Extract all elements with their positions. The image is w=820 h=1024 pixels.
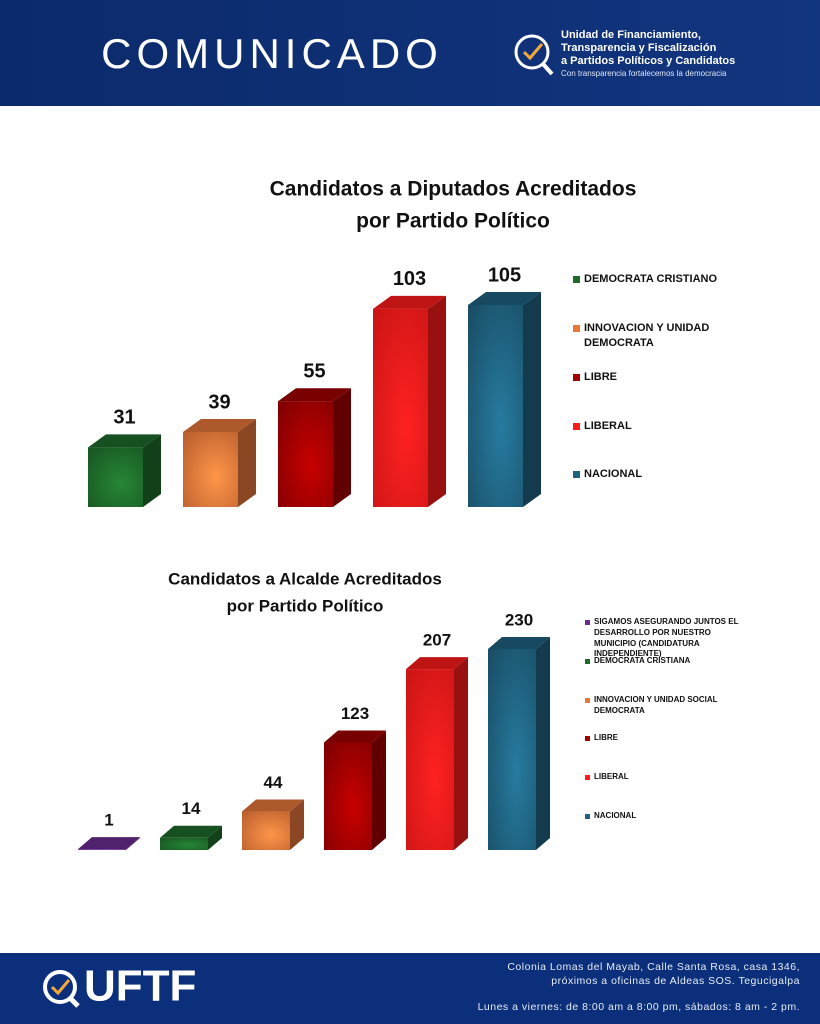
- bar-top: [160, 825, 222, 838]
- bar-top: [278, 388, 351, 402]
- value-label: 105: [488, 264, 521, 286]
- bar-top: [406, 657, 468, 670]
- bar: [183, 431, 238, 507]
- bar-top: [373, 295, 446, 309]
- footer-logo-icon: [43, 970, 80, 1008]
- bar-side: [536, 637, 550, 850]
- header-title: COMUNICADO: [101, 30, 443, 77]
- legend-entry: DEMOCRATA CRISTIANA: [585, 656, 755, 667]
- chart-title: Candidatos a Alcalde Acreditados: [168, 569, 442, 588]
- legend-entry: DEMOCRATA CRISTIANO: [573, 272, 743, 287]
- tagline: Con transparencia fortalecemos la democr…: [561, 69, 727, 78]
- header-logo: [514, 34, 554, 76]
- chart-title: por Partido Político: [356, 210, 550, 233]
- bar-side: [372, 730, 386, 850]
- legend-label: NACIONAL: [584, 468, 643, 480]
- legend-entry: LIBRE: [573, 370, 743, 385]
- bar: [160, 837, 208, 850]
- legend-entry: INNOVACION Y UNIDAD SOCIAL DEMOCRATA: [585, 695, 755, 717]
- bar: [88, 447, 143, 507]
- legend-swatch: [585, 774, 590, 780]
- legend-entry: LIBRE: [585, 733, 755, 744]
- header-bg: [0, 0, 820, 106]
- legend-entry: INNOVACION Y UNIDAD DEMOCRATA: [573, 321, 743, 351]
- legend-entry: LIBERAL: [585, 772, 755, 783]
- legend-swatch: [573, 275, 580, 283]
- value-label: 123: [341, 704, 369, 723]
- legend-swatch: [573, 373, 580, 381]
- bar: [488, 649, 536, 850]
- value-label: 39: [208, 391, 230, 413]
- legend-entry: LIBERAL: [573, 419, 743, 434]
- legend-label: LIBRE: [584, 371, 617, 383]
- legend-label: INNOVACION Y UNIDAD DEMOCRATA: [584, 322, 710, 349]
- legend-swatch: [585, 658, 590, 664]
- bar-top: [324, 730, 386, 743]
- address-line: Colonia Lomas del Mayab, Calle Santa Ros…: [507, 961, 800, 973]
- legend-label: LIBRE: [594, 733, 618, 742]
- legend-swatch: [585, 735, 590, 741]
- legend-entry: NACIONAL: [585, 811, 755, 822]
- legend-label: DEMOCRATA CRISTIANA: [594, 656, 691, 665]
- value-label: 55: [303, 360, 325, 382]
- bar-top: [183, 418, 256, 432]
- legend-entry: SIGAMOS ASEGURANDO JUNTOS EL DESARROLLO …: [585, 617, 755, 660]
- legend-swatch: [573, 470, 580, 478]
- bar-top: [78, 837, 140, 850]
- bar-top: [88, 434, 161, 448]
- bar-side: [454, 657, 468, 850]
- value-label: 207: [423, 631, 451, 650]
- bar-side: [428, 295, 446, 507]
- value-label: 14: [182, 799, 201, 818]
- value-label: 1: [104, 811, 113, 830]
- legend-label: SIGAMOS ASEGURANDO JUNTOS EL DESARROLLO …: [594, 617, 739, 659]
- value-label: 103: [393, 268, 426, 290]
- org-line: Transparencia y Fiscalización: [561, 42, 717, 54]
- legend-label: LIBERAL: [584, 420, 632, 432]
- bar: [78, 849, 126, 850]
- legend-label: INNOVACION Y UNIDAD SOCIAL DEMOCRATA: [594, 695, 718, 715]
- bar-side: [290, 799, 304, 850]
- bar: [468, 305, 523, 507]
- bar-side: [143, 434, 161, 507]
- chart-title: por Partido Político: [227, 596, 384, 615]
- chart-title: Candidatos a Diputados Acreditados: [270, 178, 637, 201]
- value-label: 31: [113, 407, 135, 429]
- legend-swatch: [573, 324, 580, 332]
- legend-swatch: [585, 619, 590, 625]
- bar: [406, 669, 454, 850]
- bar-top: [468, 292, 541, 305]
- bar-side: [523, 292, 541, 507]
- legend-label: DEMOCRATA CRISTIANO: [584, 273, 718, 285]
- bar-side: [333, 388, 351, 507]
- bar-top: [242, 799, 304, 812]
- value-label: 230: [505, 610, 533, 629]
- hours: Lunes a viernes: de 8:00 am a 8:00 pm, s…: [478, 1001, 800, 1013]
- legend-swatch: [573, 422, 580, 430]
- legend-label: NACIONAL: [594, 811, 637, 820]
- address-line: próximos a oficinas de Aldeas SOS. Teguc…: [551, 975, 800, 987]
- bar-side: [238, 418, 256, 507]
- legend-entry: NACIONAL: [573, 467, 743, 482]
- bar: [324, 742, 372, 850]
- legend-swatch: [585, 813, 590, 819]
- value-label: 44: [264, 773, 283, 792]
- legend-label: LIBERAL: [594, 772, 629, 781]
- bar: [373, 308, 428, 507]
- bar-side: [126, 837, 140, 850]
- footer-logo: UFTF: [84, 962, 196, 1011]
- org-line: Unidad de Financiamiento,: [561, 29, 701, 41]
- bar: [278, 401, 333, 507]
- legend-swatch: [585, 697, 590, 703]
- bar-side: [208, 825, 222, 850]
- org-line: a Partidos Políticos y Candidatos: [561, 55, 735, 67]
- bar: [242, 811, 290, 850]
- bar-top: [488, 637, 550, 649]
- footer-bg: [0, 953, 820, 1024]
